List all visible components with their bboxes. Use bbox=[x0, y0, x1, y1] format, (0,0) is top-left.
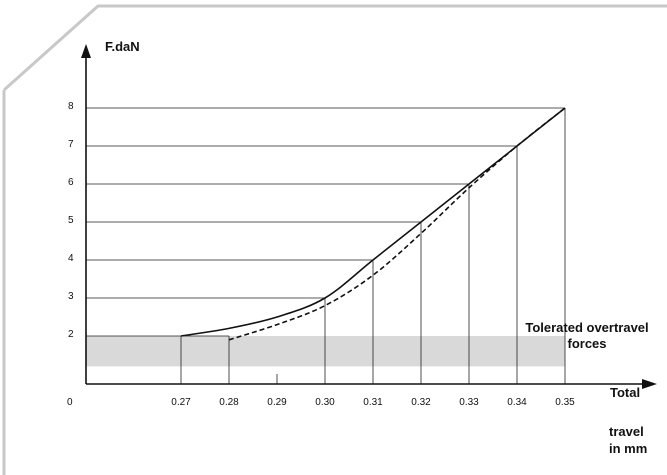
y-axis-arrow-icon bbox=[81, 44, 91, 58]
band-annotation: Tolerated overtravel forces bbox=[512, 320, 662, 352]
y-tick-label: 2 bbox=[68, 329, 74, 340]
y-tick-label: 6 bbox=[68, 177, 74, 188]
x-tick-label: 0.28 bbox=[219, 397, 239, 408]
y-tick-label: 5 bbox=[68, 215, 74, 226]
y-tick-label: 3 bbox=[68, 291, 74, 302]
x-tick-label: 0.34 bbox=[507, 397, 527, 408]
band-annotation-line-1: Tolerated overtravel bbox=[525, 320, 649, 335]
x-tick-label: 0.33 bbox=[459, 397, 479, 408]
x-tick-label: 0.31 bbox=[363, 397, 383, 408]
y-axis-title: F.daN bbox=[105, 39, 140, 54]
x-axis-title-line-3: in mm bbox=[609, 441, 648, 456]
frame-top-border bbox=[3, 4, 667, 92]
x-tick-label: 0.29 bbox=[267, 397, 287, 408]
origin-label: 0 bbox=[67, 397, 73, 408]
y-tick-label: 8 bbox=[68, 101, 74, 112]
y-tick-label: 7 bbox=[68, 139, 74, 150]
y-tick-label: 4 bbox=[68, 253, 74, 264]
x-axis-arrow-icon bbox=[642, 379, 657, 389]
band-annotation-line-2: forces bbox=[567, 336, 607, 351]
tolerance-band bbox=[86, 336, 565, 367]
x-tick-label: 0.27 bbox=[171, 397, 191, 408]
x-axis-title-line-2: travel bbox=[609, 424, 644, 439]
series-dashed-line bbox=[228, 107, 566, 341]
x-tick-label: 0.32 bbox=[411, 397, 431, 408]
series-solid-line bbox=[180, 107, 566, 337]
x-tick-label: 0.35 bbox=[555, 397, 575, 408]
x-axis-title-line-1: Total bbox=[610, 385, 641, 400]
x-tick-label: 0.30 bbox=[315, 397, 335, 408]
